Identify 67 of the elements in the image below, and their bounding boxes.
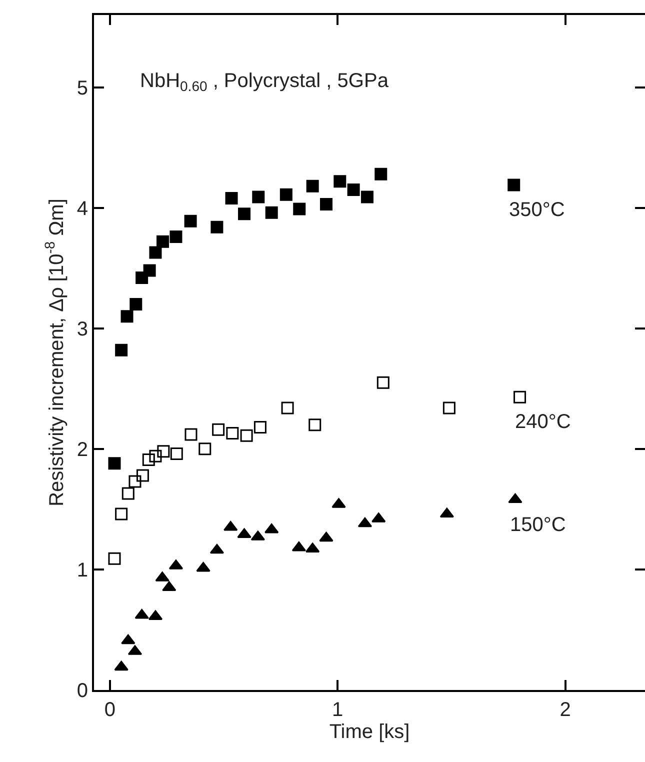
point [170,230,182,244]
point [376,376,390,389]
x-axis-title: Time [ks] [329,721,410,743]
point [108,457,121,470]
point [252,190,265,204]
point [198,442,212,456]
point [374,168,388,180]
point [184,428,198,441]
point [226,427,239,440]
x-tick-label: 2 [560,699,571,721]
point [514,390,526,404]
point [115,508,128,520]
point [320,198,332,210]
point [264,523,279,534]
point [281,402,294,414]
x-tick-label: 0 [104,699,116,721]
point [128,475,142,488]
point [319,532,334,542]
point [238,208,251,220]
point [143,264,156,277]
point [293,202,306,216]
point [122,487,134,500]
point [240,429,253,442]
point [184,214,197,228]
point [306,180,319,192]
y-tick-label: 4 [76,198,88,220]
point [508,493,522,504]
point [358,517,372,528]
point [334,175,346,188]
point [121,634,136,644]
y-tick-label: 0 [76,680,88,702]
point [360,190,374,204]
point [265,206,278,219]
y-tick-label: 5 [76,77,88,100]
series-label: 350°C [509,199,565,221]
point [170,448,183,460]
point [149,450,162,462]
point [210,220,224,234]
point [162,581,176,592]
point [114,660,128,671]
point [254,420,266,434]
point [508,178,520,192]
point [308,418,322,432]
point [130,298,142,311]
text: NbH$_{0.60}$ , Polycrystal , 5GPa [140,70,390,94]
point [120,310,134,323]
point [442,402,456,414]
y-tick-label: 1 [76,559,88,582]
point [280,188,292,201]
point [156,235,170,248]
point [210,544,224,554]
point [142,454,155,466]
y-tick-label: 2 [76,438,88,461]
y-tick-label: 3 [76,318,88,340]
x-tick-label: 1 [332,699,344,721]
point [108,552,121,565]
point [212,423,225,436]
point [347,184,360,196]
point [115,344,128,356]
point [149,246,162,259]
series-label: 240°C [515,411,571,433]
point [225,192,238,204]
point [157,445,170,458]
series-label: 150°C [510,514,566,536]
point [237,528,252,538]
point [136,469,149,482]
point [440,508,454,518]
